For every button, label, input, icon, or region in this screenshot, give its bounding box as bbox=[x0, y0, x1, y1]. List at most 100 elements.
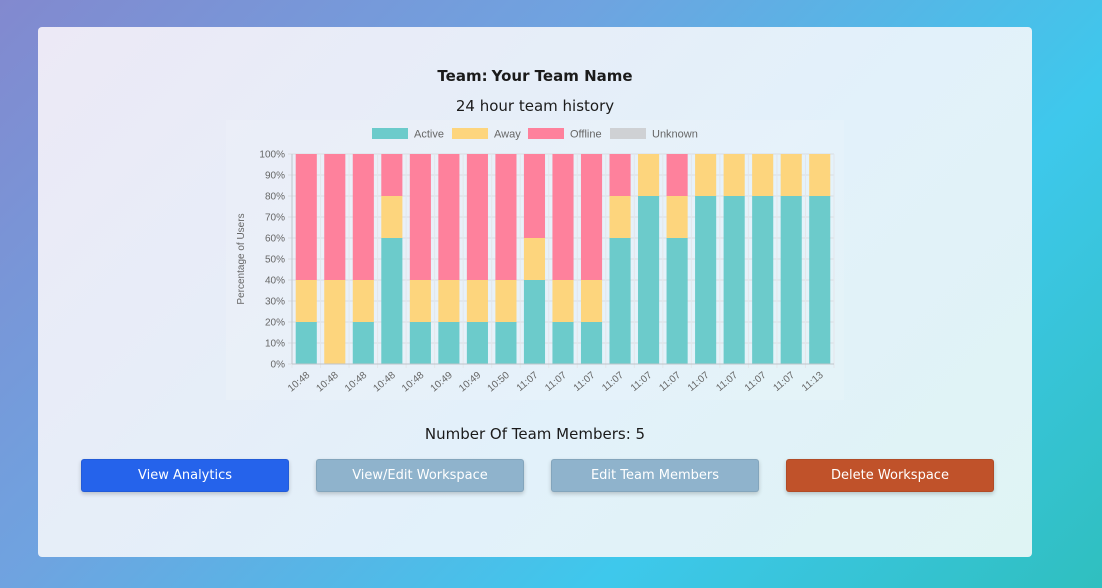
bar-active bbox=[495, 322, 517, 364]
bar-away bbox=[638, 154, 660, 196]
bar-away bbox=[324, 280, 346, 364]
y-axis-title: Percentage of Users bbox=[236, 213, 247, 304]
bar-offline bbox=[409, 154, 431, 280]
bar-offline bbox=[609, 154, 631, 196]
bar-away bbox=[523, 238, 546, 280]
legend-swatch-away bbox=[452, 128, 488, 139]
x-tick-label: 10:48 bbox=[400, 370, 427, 395]
team-name: Your Team Name bbox=[491, 67, 633, 85]
bar-away bbox=[438, 280, 460, 322]
bar-active bbox=[780, 196, 802, 364]
team-title: Team: Your Team Name bbox=[38, 67, 1032, 85]
x-tick-label: 10:50 bbox=[486, 370, 513, 395]
x-tick-label: 10:48 bbox=[314, 370, 341, 395]
bar-active bbox=[295, 322, 317, 364]
bar-offline bbox=[666, 154, 688, 196]
legend-swatch-active bbox=[372, 128, 408, 139]
x-tick-label: 11:07 bbox=[543, 370, 569, 394]
y-tick-label: 50% bbox=[265, 255, 285, 266]
bar-active bbox=[809, 196, 831, 364]
bar-offline bbox=[438, 154, 460, 280]
x-tick-label: 10:49 bbox=[429, 370, 456, 395]
legend-swatch-unknown bbox=[610, 128, 646, 139]
legend-swatch-offline bbox=[528, 128, 564, 139]
bar-away bbox=[666, 196, 688, 238]
bar-away bbox=[695, 154, 717, 196]
x-tick-label: 11:13 bbox=[800, 370, 826, 394]
bar-offline bbox=[381, 154, 403, 196]
x-tick-label: 11:07 bbox=[629, 370, 655, 394]
bar-active bbox=[609, 238, 631, 364]
bar-away bbox=[552, 280, 574, 322]
bar-away bbox=[352, 280, 374, 322]
legend-label-unknown: Unknown bbox=[652, 129, 698, 141]
bar-active bbox=[466, 322, 488, 364]
x-tick-label: 10:49 bbox=[457, 370, 484, 395]
bar-away bbox=[580, 280, 603, 322]
team-history-chart: 0% 10% 20% 30% 40% 50% 60% 70% 80% 90% 100% 10:48 10… bbox=[226, 120, 844, 400]
bar-away bbox=[295, 280, 317, 322]
bar-active bbox=[352, 322, 374, 364]
x-tick-label: 11:07 bbox=[515, 370, 541, 394]
bar-active bbox=[638, 196, 660, 364]
team-label: Team: bbox=[437, 67, 488, 85]
bar-away bbox=[381, 196, 403, 238]
y-tick-label: 20% bbox=[265, 318, 285, 329]
bar-active bbox=[409, 322, 431, 364]
legend-label-active: Active bbox=[414, 129, 444, 141]
bar-away bbox=[809, 154, 831, 196]
bar-offline bbox=[352, 154, 374, 280]
y-tick-label: 80% bbox=[265, 192, 285, 203]
delete-workspace-button[interactable]: Delete Workspace bbox=[786, 459, 994, 492]
bar-active bbox=[438, 322, 460, 364]
bar-offline bbox=[295, 154, 317, 280]
x-tick-label: 11:07 bbox=[714, 370, 740, 394]
bar-away bbox=[780, 154, 802, 196]
x-tick-label: 10:48 bbox=[286, 370, 313, 395]
bar-active bbox=[580, 322, 603, 364]
bar-offline bbox=[523, 154, 546, 238]
bar-active bbox=[723, 196, 745, 364]
bar-offline bbox=[552, 154, 574, 280]
y-tick-label: 0% bbox=[271, 360, 286, 371]
bar-away bbox=[609, 196, 631, 238]
bar-away bbox=[495, 280, 517, 322]
y-tick-label: 60% bbox=[265, 234, 285, 245]
bar-active bbox=[523, 280, 546, 364]
x-tick-label: 11:07 bbox=[572, 370, 598, 394]
team-members-count: Number Of Team Members: 5 bbox=[38, 425, 1032, 443]
members-count: 5 bbox=[635, 425, 646, 443]
y-tick-label: 10% bbox=[265, 339, 285, 350]
bar-active bbox=[552, 322, 574, 364]
bar-offline bbox=[580, 154, 603, 280]
view-analytics-button[interactable]: View Analytics bbox=[81, 459, 289, 492]
view-edit-workspace-button[interactable]: View/Edit Workspace bbox=[316, 459, 524, 492]
bar-away bbox=[723, 154, 745, 196]
bar-offline bbox=[495, 154, 517, 280]
bar-active bbox=[695, 196, 717, 364]
x-tick-label: 10:48 bbox=[343, 370, 370, 395]
bar-away bbox=[409, 280, 431, 322]
x-tick-label: 11:07 bbox=[600, 370, 626, 394]
x-tick-label: 11:07 bbox=[771, 370, 797, 394]
x-tick-label: 10:48 bbox=[372, 370, 399, 395]
x-tick-label: 11:07 bbox=[686, 370, 712, 394]
x-tick-label: 11:07 bbox=[657, 370, 683, 394]
bar-active bbox=[752, 196, 774, 364]
members-label: Number Of Team Members: bbox=[424, 425, 631, 443]
bar-active bbox=[666, 238, 688, 364]
history-title: 24 hour team history bbox=[455, 97, 615, 115]
y-tick-label: 70% bbox=[265, 213, 285, 224]
team-card: Team: Your Team Name 24 hour team history… bbox=[38, 27, 1032, 557]
bar-away bbox=[466, 280, 488, 322]
chart-svg: 0%10%20%30%40%50%60%70%80%90%100%10:48 10… bbox=[236, 128, 835, 395]
edit-team-members-button[interactable]: Edit Team Members bbox=[551, 459, 759, 492]
legend-label-away: Away bbox=[494, 129, 521, 141]
bar-offline bbox=[466, 154, 488, 280]
y-tick-label: 100% bbox=[259, 150, 285, 161]
x-tick-label: 11:07 bbox=[743, 370, 769, 394]
y-tick-label: 90% bbox=[265, 171, 285, 182]
legend-label-offline: Offline bbox=[570, 129, 602, 141]
y-tick-label: 40% bbox=[265, 276, 285, 287]
bar-active bbox=[381, 238, 403, 364]
